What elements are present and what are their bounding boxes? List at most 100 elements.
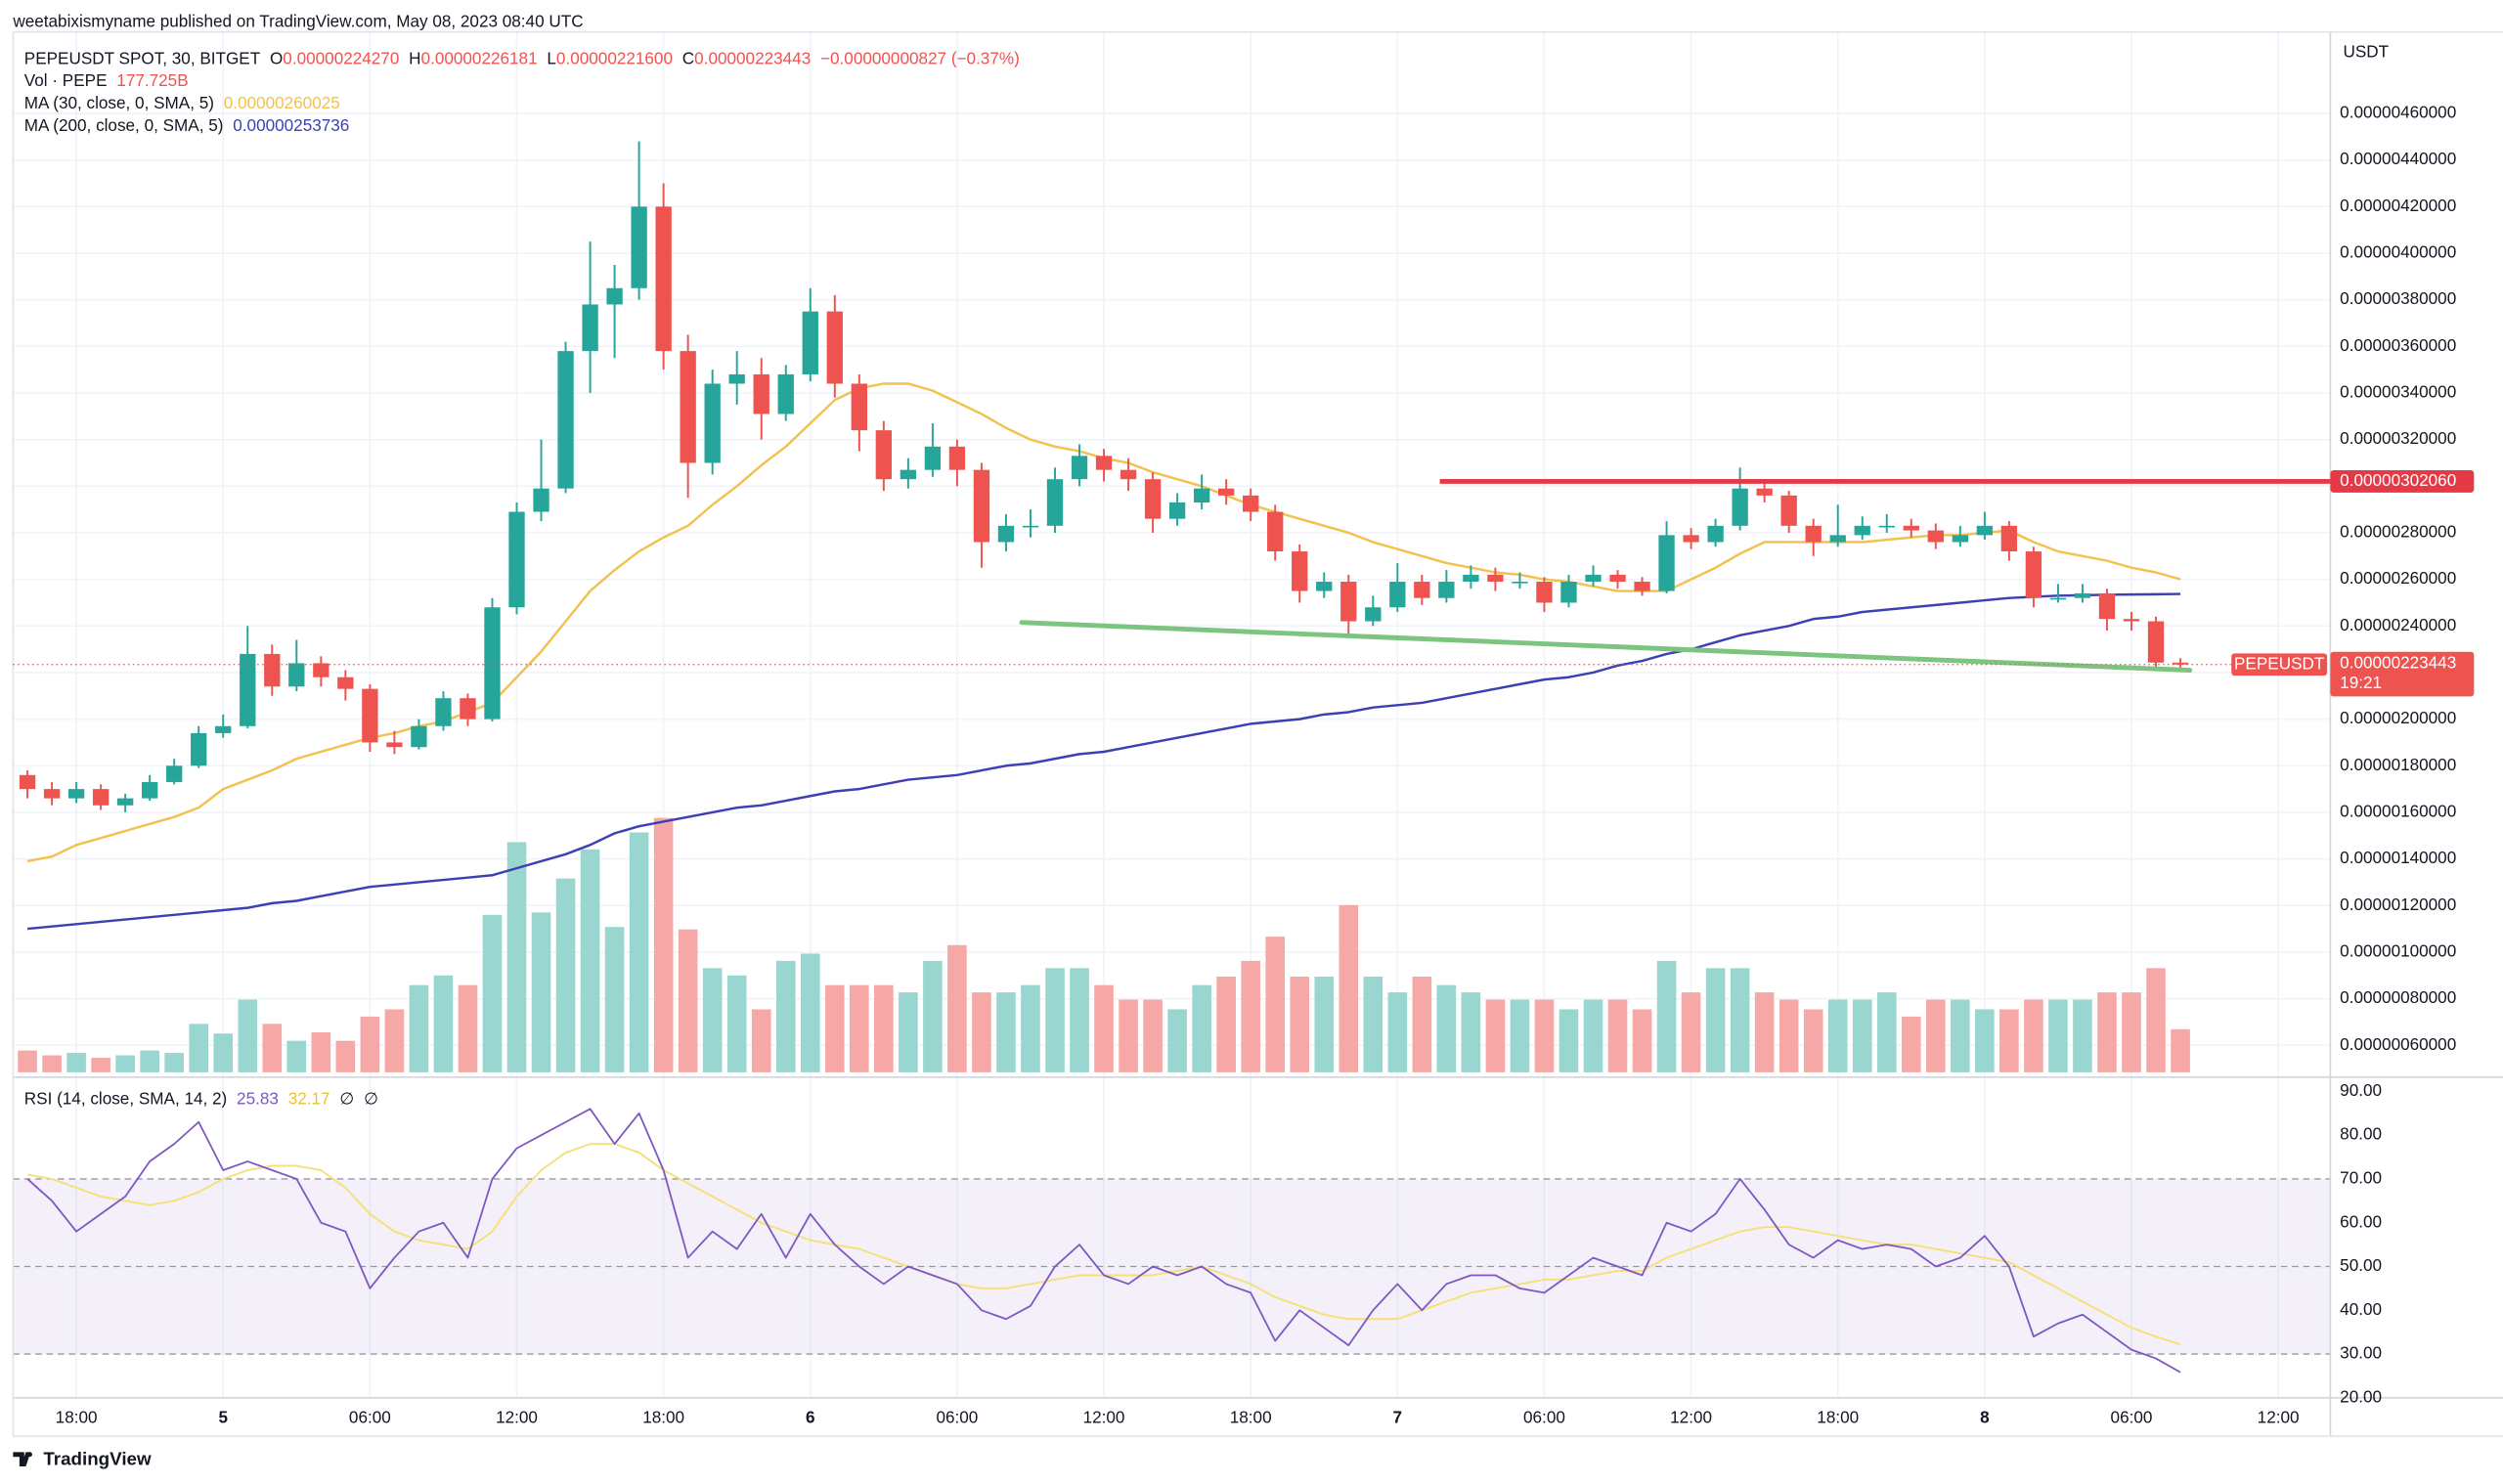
ma-value: 0.00000253736 — [233, 114, 349, 134]
volume-bar — [1314, 976, 1335, 1072]
logo-dot — [27, 1452, 32, 1458]
volume-bar — [629, 832, 649, 1072]
candle-body — [142, 781, 158, 799]
tradingview-logo: TradingView — [13, 1448, 152, 1468]
volume-bar — [1387, 992, 1408, 1072]
candle-body — [1854, 525, 1870, 536]
candle-body — [264, 653, 281, 687]
volume-bar — [1436, 984, 1457, 1072]
candle-body — [1903, 525, 1919, 531]
y-tick-label: 0.00000360000 — [2340, 335, 2456, 355]
x-tick-label: 12:00 — [1670, 1408, 1712, 1427]
candle-body — [900, 469, 917, 480]
candle-body — [1927, 530, 1944, 543]
candle-body — [1805, 525, 1822, 543]
ma-value: 0.00000260025 — [224, 93, 340, 112]
x-tick-label: 8 — [1980, 1408, 1990, 1427]
volume-bar — [899, 992, 918, 1072]
volume-bar — [458, 984, 478, 1072]
y-tick-label: 0.00000280000 — [2340, 522, 2456, 542]
volume-bar — [189, 1024, 209, 1072]
candle-body — [728, 373, 745, 384]
volume-bar — [1021, 984, 1040, 1072]
volume-bar — [702, 968, 723, 1072]
volume-bar — [1339, 904, 1359, 1072]
published-line: weetabixismyname published on TradingVie… — [12, 11, 583, 30]
volume-bar — [164, 1053, 184, 1072]
ma-legend: MA (200, close, 0, SMA, 5) 0.00000253736 — [24, 114, 350, 134]
y-tick-label: 0.00000240000 — [2340, 615, 2456, 634]
volume-bar — [1656, 960, 1677, 1072]
ohlc-key: O — [270, 48, 283, 67]
volume-bar — [996, 992, 1016, 1072]
volume-bar — [1216, 976, 1236, 1072]
candle-body — [1193, 488, 1210, 503]
volume-bar — [653, 817, 674, 1072]
candle-body — [2025, 551, 2042, 598]
candle-body — [2123, 619, 2140, 622]
rsi-line — [26, 1108, 2181, 1374]
symbol-legend: PEPEUSDT SPOT, 30, BITGET O0.00000224270 H… — [24, 48, 1020, 67]
x-tick-label: 18:00 — [1817, 1408, 1859, 1427]
rsi-tick-label: 70.00 — [2340, 1167, 2382, 1187]
volume-bar — [1192, 984, 1211, 1072]
ma-name: MA (30, close, 0, SMA, 5) — [24, 93, 214, 112]
ohlc-value: 0.00000221600 — [556, 48, 673, 67]
marks — [13, 141, 2331, 1374]
volume-bar — [726, 975, 747, 1072]
candle-body — [582, 304, 598, 352]
candle-body — [851, 383, 867, 431]
volume-bar — [1583, 999, 1603, 1072]
volume-bar — [1167, 1009, 1187, 1072]
volume-bar — [947, 944, 967, 1072]
candle-body — [43, 789, 61, 799]
candle-body — [1144, 479, 1162, 519]
volume-bar — [1607, 999, 1628, 1072]
volume-bar — [800, 953, 820, 1072]
candle-body — [606, 287, 623, 305]
volume-bar — [678, 929, 698, 1072]
x-tick-label: 18:00 — [1230, 1408, 1272, 1427]
resistance-tag — [2330, 469, 2475, 493]
volume-bar — [1559, 1009, 1579, 1072]
candle-body — [1732, 488, 1748, 526]
y-tick-label: 0.00000080000 — [2340, 987, 2456, 1007]
candle-body — [1071, 456, 1088, 480]
y-tick-label: 0.00000180000 — [2340, 755, 2456, 774]
y-tick-label: 0.00000440000 — [2340, 149, 2456, 168]
y-tick-label: 0.00000100000 — [2340, 940, 2456, 960]
candle-body — [1267, 511, 1284, 552]
candle-body — [1095, 456, 1113, 470]
candle-body — [1512, 582, 1528, 584]
candle-body — [680, 351, 696, 463]
volume-bar — [1119, 999, 1138, 1072]
volume-bar — [1412, 976, 1432, 1072]
rsi-sma-value: 32.17 — [288, 1088, 330, 1108]
candle-body — [1609, 574, 1626, 583]
volume-bar — [923, 960, 943, 1072]
candle-body — [92, 789, 110, 806]
volume-bar — [311, 1031, 331, 1072]
candle-body — [313, 663, 329, 677]
last-price-tag — [2330, 651, 2475, 697]
rsi-flag: ∅ — [339, 1088, 354, 1108]
logo-icon — [13, 1452, 31, 1467]
candle-body — [166, 765, 183, 782]
candle-body — [948, 446, 966, 470]
change: −0.00000000827 (−0.37%) — [820, 48, 1020, 67]
candle-body — [753, 373, 769, 415]
volume-bar — [1045, 968, 1065, 1072]
x-tick-label: 06:00 — [1523, 1408, 1565, 1427]
volume-bar — [850, 984, 869, 1072]
ohlc-key: C — [682, 48, 694, 67]
volume-bar — [91, 1058, 110, 1072]
ohlc-key: L — [547, 48, 556, 67]
y-tick-label: 0.00000320000 — [2340, 428, 2456, 448]
y-tick-label: 0.00000340000 — [2340, 382, 2456, 402]
candle-body — [2172, 662, 2189, 665]
candle-body — [508, 511, 525, 608]
candle-body — [386, 742, 403, 748]
candle-body — [484, 607, 501, 720]
volume-bar — [1705, 968, 1726, 1072]
volume-bar — [1241, 960, 1260, 1072]
